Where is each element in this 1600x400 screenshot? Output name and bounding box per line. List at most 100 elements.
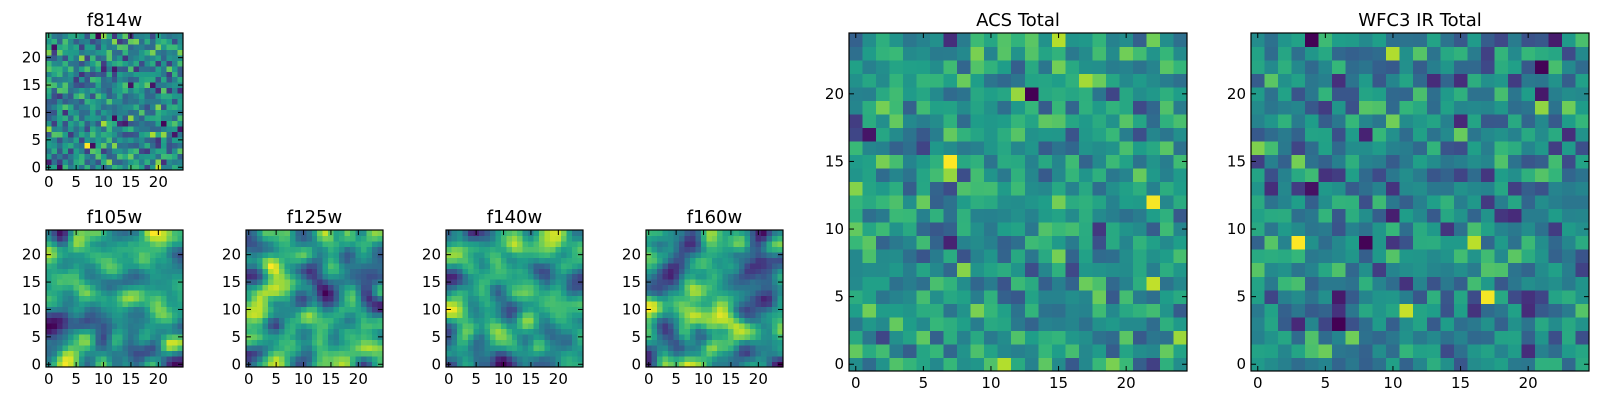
heatmap-cell [750, 328, 756, 335]
heatmap-cell [1051, 343, 1066, 358]
heatmap-cell [100, 323, 107, 330]
heatmap-cell [673, 356, 680, 362]
y-tick-label: 20 [22, 246, 41, 264]
heatmap-cell [251, 290, 258, 297]
heatmap-cell [997, 141, 1012, 156]
heatmap-cell [517, 284, 524, 291]
heatmap-cell [862, 357, 877, 372]
heatmap-cell [95, 268, 102, 275]
heatmap-cell [1251, 235, 1265, 250]
heatmap-cell [273, 306, 280, 313]
heatmap-cell [372, 257, 378, 264]
heatmap-cell [1561, 100, 1576, 115]
heatmap-cell [1534, 357, 1549, 372]
heatmap-cell [56, 148, 63, 154]
heatmap-cell [462, 290, 469, 297]
heatmap-cell [700, 334, 707, 340]
heatmap-cell [997, 181, 1012, 196]
heatmap-cell [289, 312, 296, 319]
heatmap-cell [366, 295, 373, 302]
heatmap-cell [1575, 235, 1590, 250]
heatmap-cell [89, 82, 96, 89]
heatmap-cell [667, 284, 674, 291]
heatmap-cell [67, 60, 74, 67]
heatmap-cell [355, 339, 362, 346]
heatmap-cell [1278, 87, 1292, 101]
heatmap-cell [128, 350, 135, 357]
heatmap-cell [1359, 33, 1374, 47]
heatmap-cell [95, 93, 102, 100]
heatmap-cell [517, 235, 524, 242]
heatmap-cell [89, 295, 96, 302]
heatmap-cell [172, 93, 178, 100]
heatmap-cell [1119, 316, 1134, 331]
heatmap-cell [717, 257, 724, 264]
heatmap-cell [155, 60, 162, 67]
heatmap-cell [300, 334, 307, 340]
heatmap-cell [1264, 222, 1279, 237]
heatmap-cell [1024, 222, 1039, 237]
heatmap-cell [78, 159, 85, 165]
heatmap-cell [67, 317, 74, 324]
heatmap-cell [706, 312, 713, 319]
heatmap-cell [1038, 33, 1053, 47]
heatmap-cell [728, 246, 735, 253]
heatmap-cell [46, 356, 52, 362]
heatmap-cell [1291, 114, 1306, 129]
heatmap-cell [673, 323, 680, 330]
heatmap-cell [62, 345, 69, 351]
heatmap-cell [506, 284, 513, 291]
heatmap-cell [161, 71, 167, 78]
heatmap-cell [1561, 87, 1576, 101]
heatmap-cell [46, 328, 52, 335]
heatmap-cell [1011, 127, 1026, 142]
heatmap-cell [1413, 222, 1428, 237]
heatmap-cell [572, 361, 578, 368]
heatmap-cell [766, 246, 773, 253]
heatmap-cell [122, 153, 129, 160]
heatmap-cell [1507, 154, 1522, 169]
heatmap-cell [970, 343, 985, 358]
heatmap-cell [51, 279, 58, 286]
heatmap-cell [67, 120, 74, 127]
heatmap-cell [528, 306, 535, 313]
heatmap-cell [1038, 87, 1053, 101]
heatmap-cell [89, 345, 96, 351]
heatmap-cell [289, 350, 296, 357]
heatmap-cell [155, 137, 162, 143]
heatmap-cell [62, 240, 69, 247]
heatmap-cell [172, 87, 178, 94]
heatmap-cell [528, 279, 535, 286]
heatmap-cell [1359, 60, 1374, 74]
heatmap-cell [500, 328, 507, 335]
heatmap-cell [117, 262, 124, 269]
heatmap-cell [256, 306, 263, 313]
heatmap-cell [139, 76, 146, 83]
heatmap-cell [311, 317, 318, 324]
heatmap-cell [78, 230, 85, 236]
heatmap-cell [1548, 46, 1563, 61]
heatmap-cell [511, 328, 518, 335]
heatmap-cell [1345, 154, 1360, 169]
heatmap-cell [678, 328, 685, 335]
heatmap-cell [1521, 303, 1536, 318]
heatmap-cell [166, 159, 173, 165]
heatmap-cell [722, 301, 729, 308]
heatmap-cell [311, 284, 318, 291]
heatmap-cell [366, 279, 373, 286]
heatmap-cell [161, 60, 167, 67]
heatmap-cell [161, 262, 167, 269]
heatmap-cell [139, 257, 146, 264]
heatmap-cell [95, 49, 102, 56]
heatmap-cell [467, 323, 474, 330]
heatmap-cell [1146, 168, 1161, 183]
heatmap-cell [495, 290, 502, 297]
heatmap-cell [1318, 235, 1333, 250]
heatmap-cell [511, 356, 518, 362]
heatmap-cell [750, 257, 756, 264]
heatmap-cell [467, 246, 474, 253]
heatmap-cell [284, 345, 291, 351]
heatmap-cell [456, 279, 463, 286]
heatmap-cell [750, 312, 756, 319]
heatmap-cell [51, 262, 58, 269]
